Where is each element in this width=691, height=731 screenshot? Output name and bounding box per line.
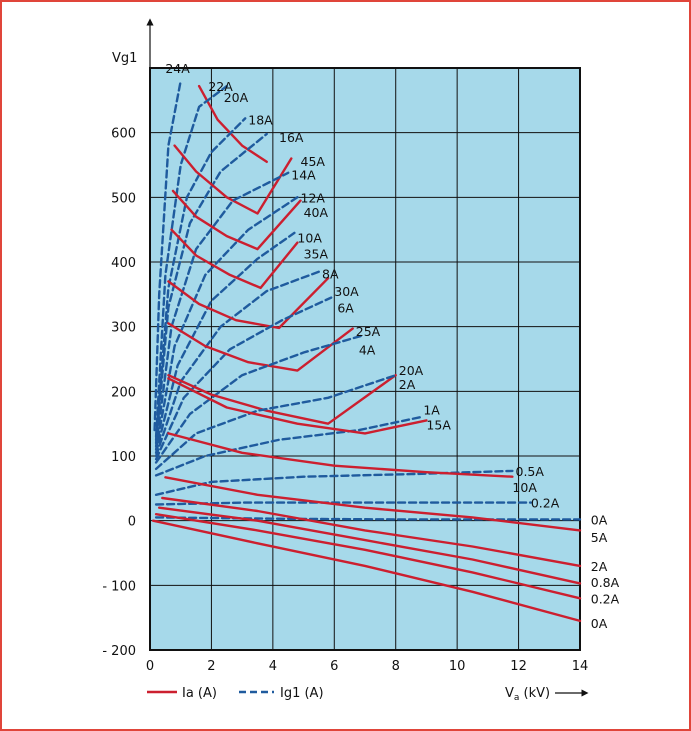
plot-border [149, 67, 581, 651]
curve-label: 4A [359, 342, 376, 357]
ig1-curve-24A [153, 79, 182, 432]
x-tick-label: 2 [207, 659, 215, 674]
ig1-curve-20A [154, 84, 228, 438]
y-tick-label: 100 [111, 450, 136, 465]
ia-curve-35A [170, 228, 299, 290]
ig1-curve-16A [154, 132, 268, 445]
ia-curve-25A [167, 322, 354, 372]
curve-label: 35A [304, 247, 329, 262]
series [151, 79, 582, 623]
ig1-curve-1A [154, 416, 422, 477]
x-tick-label: 12 [510, 659, 527, 674]
x-tick-label: 8 [392, 659, 400, 674]
curve-label: 40A [304, 205, 329, 220]
curve-label: 5A [591, 530, 608, 545]
legend-label-ig1: Ig1 (A) [280, 686, 324, 701]
curve-label: 1A [423, 402, 440, 417]
curve-label: 12A [301, 190, 326, 205]
curve-label: 0.2A [591, 591, 620, 606]
curve-label: 15A [426, 417, 451, 432]
series-labels: 24A22A20A18A16A45A14A12A40A10A35A8A30A6A… [165, 61, 619, 631]
curve-label: 0A [591, 512, 608, 527]
ig1-curve-4A [154, 334, 364, 464]
legend-label-ia: Ia (A) [182, 686, 217, 701]
curve-label: 20A [399, 363, 424, 378]
ia-curve-0A [151, 519, 582, 623]
x-tick-label: 0 [146, 659, 154, 674]
curve-label: 16A [279, 130, 304, 145]
ia-curve-45A [173, 144, 293, 215]
ia-curve-15A [167, 377, 428, 435]
x-tick-label: 10 [449, 659, 466, 674]
ig1-curve-2A [154, 374, 397, 471]
plot-background [150, 68, 580, 650]
ia-curve-0-8A [158, 506, 582, 585]
ig1-curve-6A [154, 296, 333, 461]
y-tick-label: - 100 [102, 579, 136, 594]
x-tick-label: 14 [572, 659, 589, 674]
curve-label: 0A [591, 616, 608, 631]
curve-label: 6A [337, 300, 354, 315]
curve-label: 25A [356, 324, 381, 339]
curve-label: 8A [322, 267, 339, 282]
y-tick-label: 500 [111, 191, 136, 206]
axes: Vg1 - 200 - 100 0 100 200 300 400 500 600 0 2 4 6 8 10 1… [102, 18, 589, 703]
ia-curve-0-2A [154, 513, 582, 600]
curve-label: 0.5A [516, 464, 545, 479]
curve-label: 18A [248, 113, 273, 128]
y-tick-label: 400 [111, 256, 136, 271]
curve-label: 2A [399, 377, 416, 392]
y-tick-label: 300 [111, 321, 136, 336]
curve-label: 14A [291, 168, 316, 183]
curve-label: 30A [334, 284, 359, 299]
curve-label: 0.2A [531, 496, 560, 511]
ia-curve-5A [164, 476, 582, 532]
y-tick-label: - 200 [102, 644, 136, 659]
curve-label: 2A [591, 559, 608, 574]
ig1-curve-14A [154, 171, 290, 448]
curve-label: 10A [297, 230, 322, 245]
ia-curve-40A [171, 189, 302, 251]
legend: Ia (A) Ig1 (A) [147, 686, 324, 701]
ig1-curve-18A [154, 117, 247, 441]
x-axis-label: Va (kV) [505, 686, 550, 703]
curve-label: 20A [224, 90, 249, 105]
curve-label: 10A [512, 480, 537, 495]
y-tick-label: 200 [111, 385, 136, 400]
y-axis-label: Vg1 [112, 51, 137, 66]
ig1-curve-12A [154, 196, 299, 451]
ia-curve-10A [167, 432, 514, 478]
x-tick-label: 4 [269, 659, 277, 674]
ia-curve-30A [167, 277, 330, 330]
curve-label: 0.8A [591, 575, 620, 590]
ig1-curve-10A [154, 231, 296, 454]
y-tick-label: 0 [128, 515, 136, 530]
curve-label: 45A [301, 154, 326, 169]
ig1-curve-8A [154, 270, 321, 458]
x-tick-label: 6 [330, 659, 338, 674]
curve-label: 24A [165, 61, 190, 76]
ig1-curve-0-2A [154, 501, 533, 506]
ia-curve-20A [167, 374, 397, 425]
curve-label: 22A [208, 79, 233, 94]
y-tick-label: 600 [111, 127, 136, 142]
ia-curve-2A [161, 496, 582, 568]
plot-area [149, 67, 581, 651]
